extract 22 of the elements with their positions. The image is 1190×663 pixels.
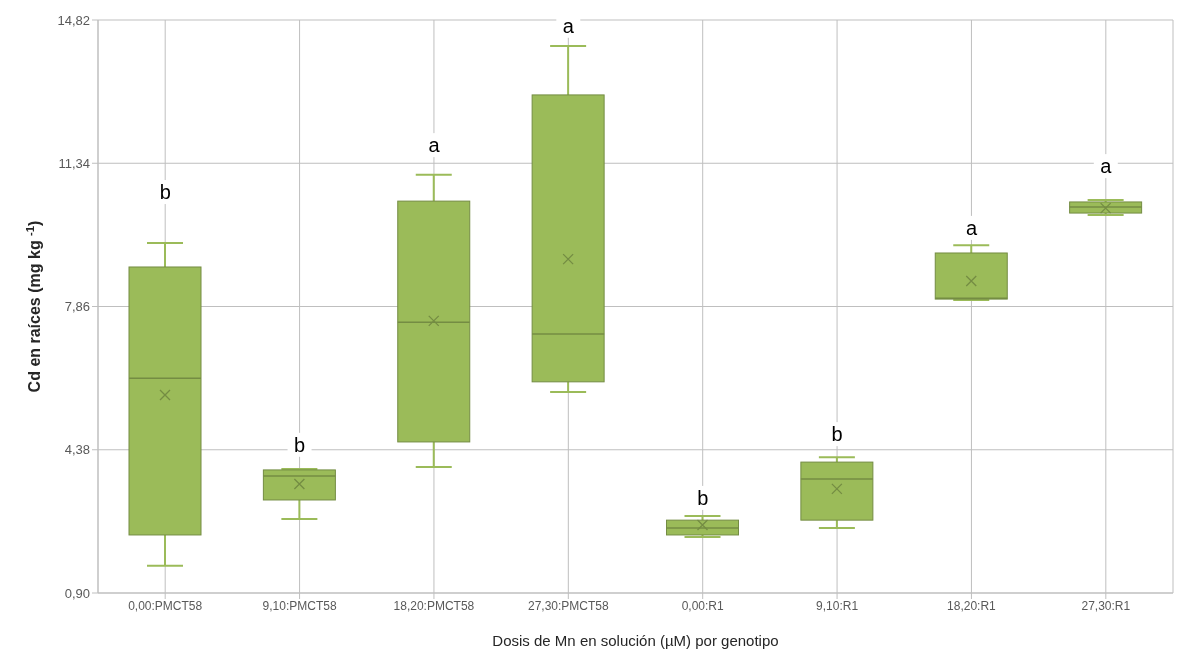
x-tick-label: 18,20:R1	[947, 598, 997, 613]
annotation: b	[831, 423, 843, 446]
annotation: a	[428, 134, 441, 157]
y-tick-label: 7,86	[64, 299, 90, 315]
annotation: b	[697, 486, 709, 509]
annotation: b	[294, 433, 306, 456]
annotation: a	[562, 14, 575, 37]
x-tick-label: 27,30:PMCT58	[527, 598, 609, 613]
x-tick-label: 27,30:R1	[1081, 598, 1131, 613]
annotation: a	[1100, 155, 1113, 178]
y-tick-label: 4,38	[64, 442, 90, 458]
y-tick-label: 14,82	[57, 12, 90, 28]
x-tick-label: 0,00:R1	[681, 598, 725, 613]
x-axis-title: Dosis de Mn en solución (µM) por genotipo	[492, 632, 779, 649]
y-tick-label: 11,34	[58, 155, 90, 171]
annotation: b	[159, 181, 171, 204]
y-tick-label: 0,90	[64, 585, 90, 601]
x-tick-label: 9,10:PMCT58	[262, 598, 337, 613]
x-tick-label: 18,20:PMCT58	[393, 598, 475, 613]
x-tick-label: 0,00:PMCT58	[128, 598, 203, 613]
annotation: a	[965, 216, 978, 239]
x-tick-label: 9,10:R1	[816, 598, 859, 613]
